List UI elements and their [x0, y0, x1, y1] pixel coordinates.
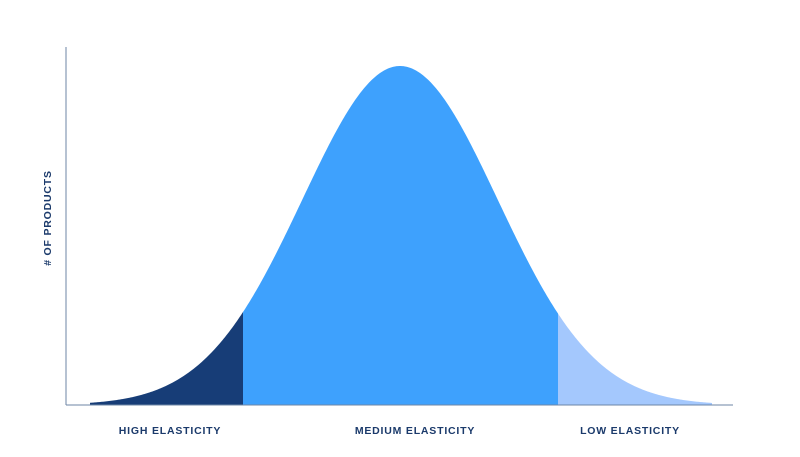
- region-area: [243, 66, 558, 405]
- region-label: MEDIUM ELASTICITY: [355, 425, 475, 437]
- curve-areas: [90, 66, 712, 405]
- region-area: [558, 313, 712, 405]
- y-axis-label: # OF PRODUCTS: [42, 170, 54, 266]
- region-label: HIGH ELASTICITY: [119, 425, 221, 437]
- region-area: [90, 312, 243, 405]
- region-label: LOW ELASTICITY: [580, 425, 680, 437]
